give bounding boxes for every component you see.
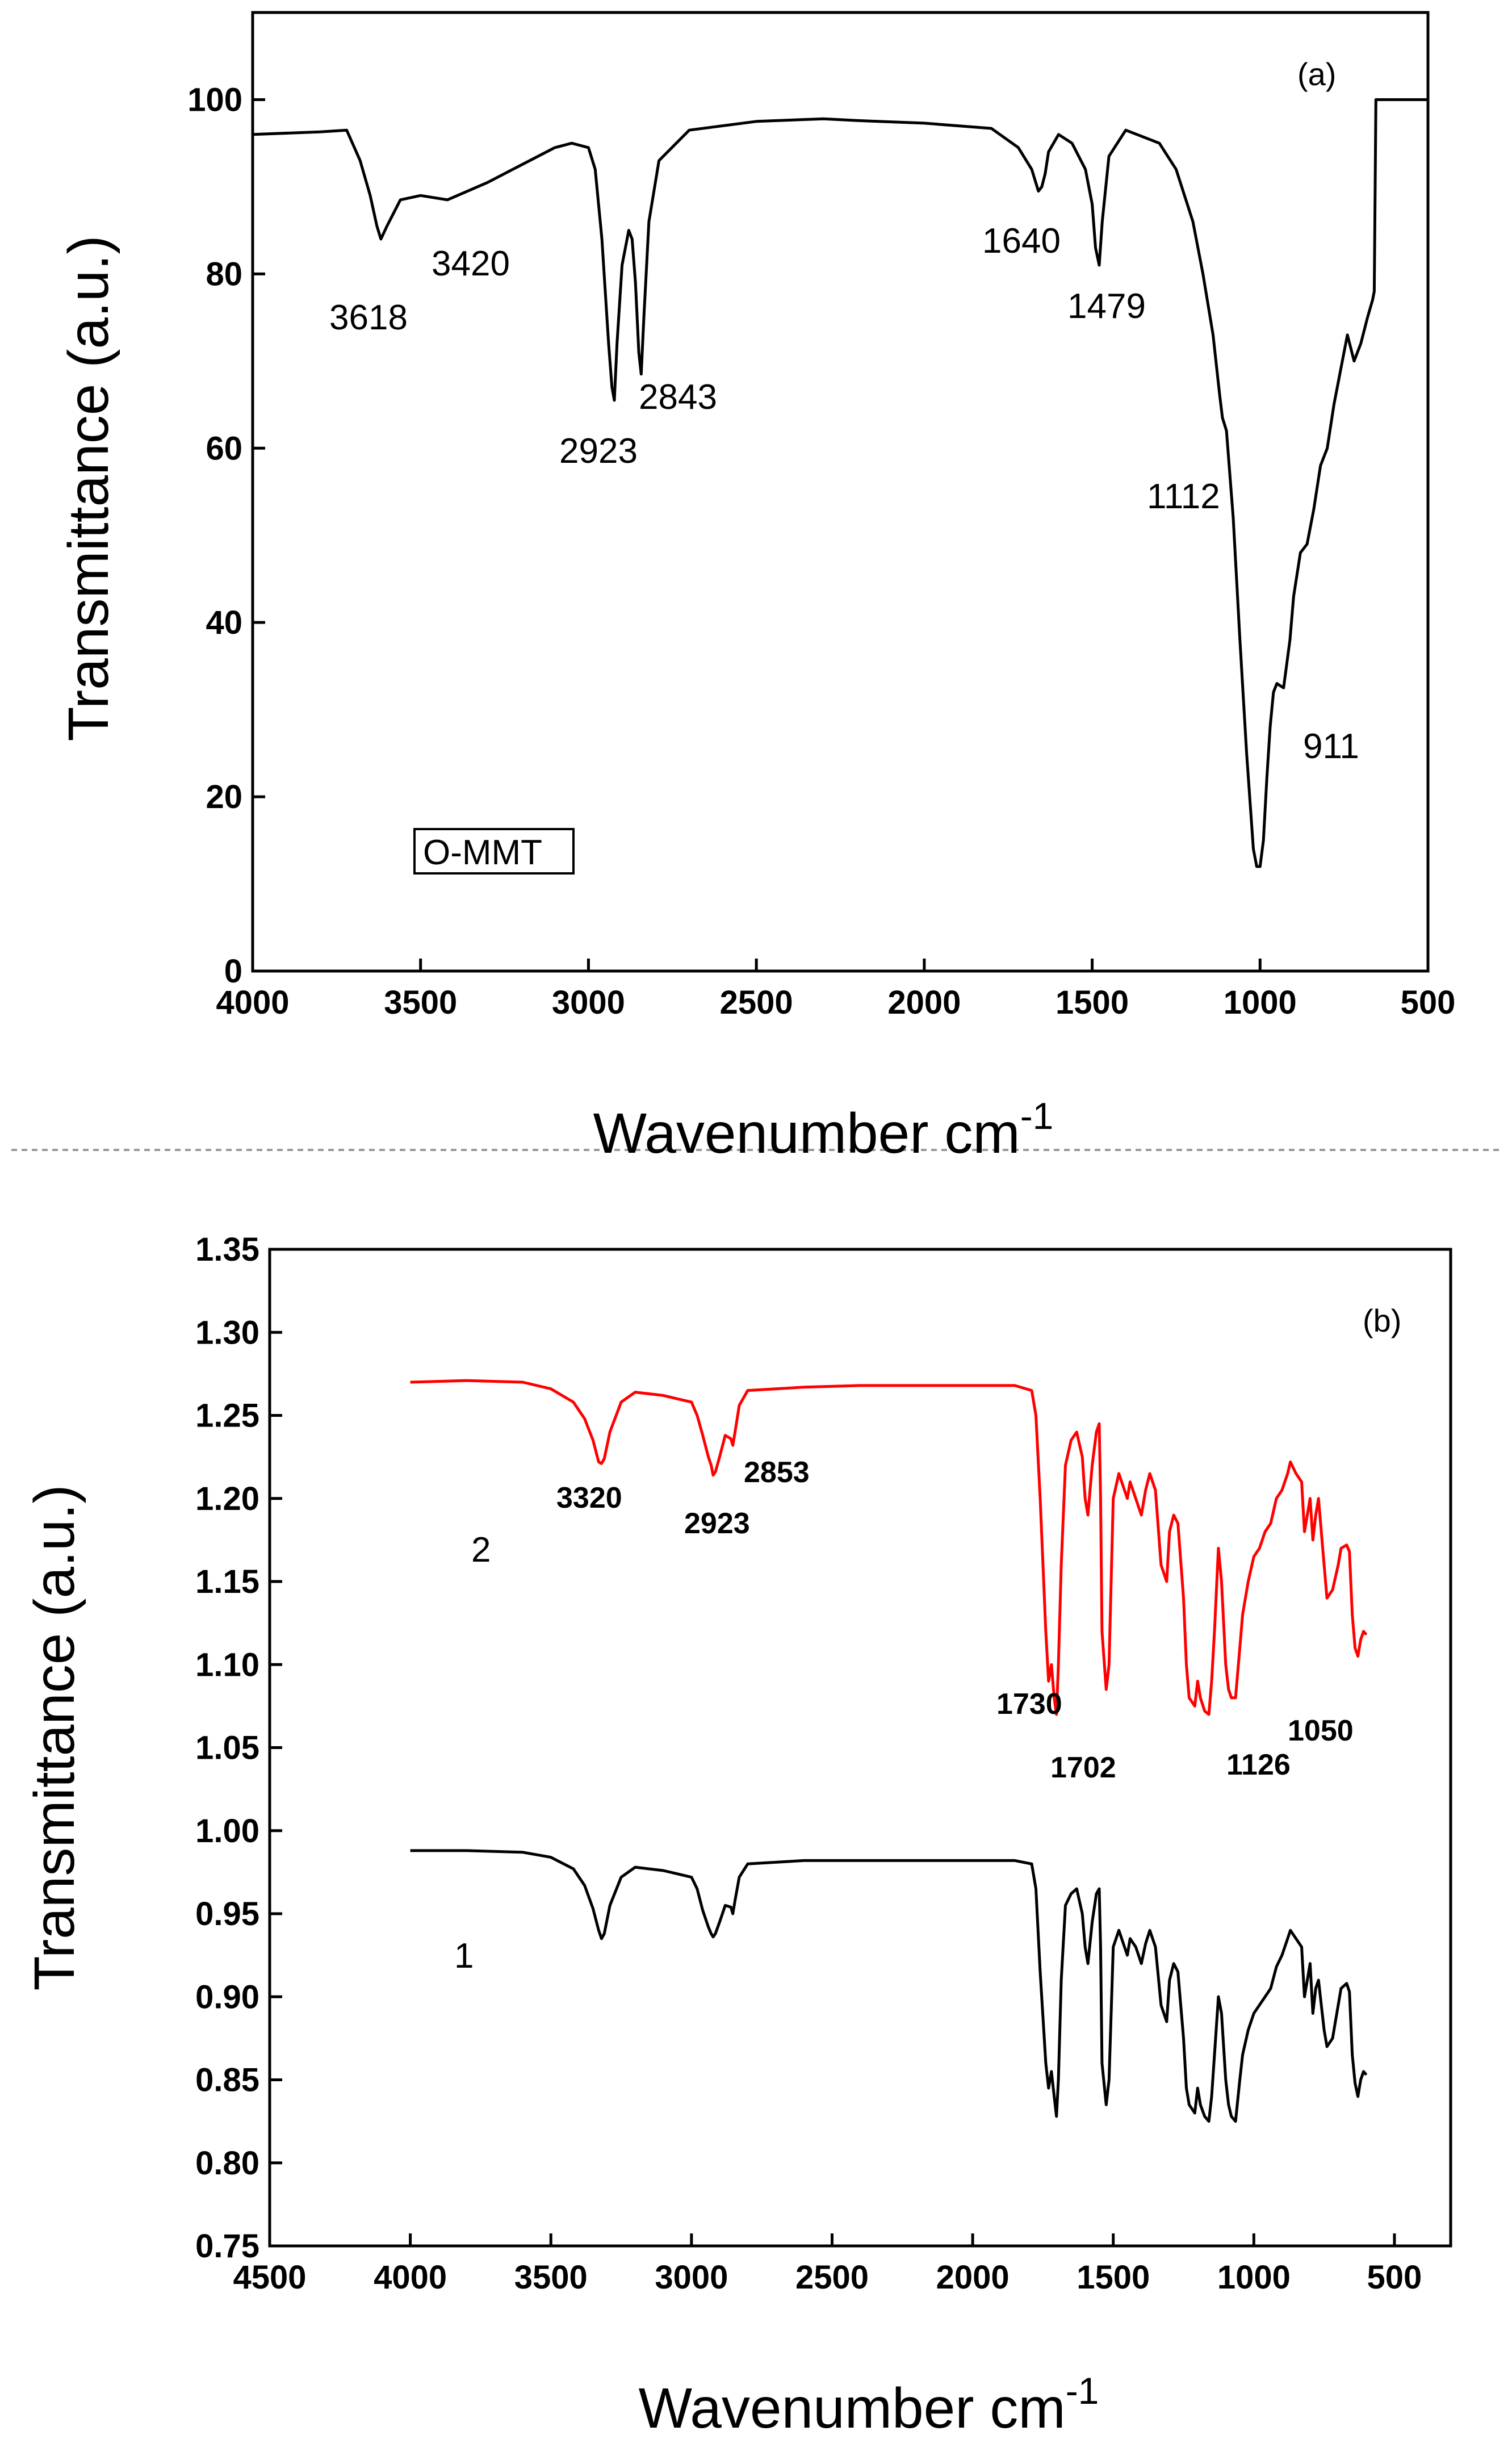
- peak-label-1479: 1479: [1067, 287, 1146, 326]
- b-x-tick-label-4500: 4500: [233, 2259, 306, 2296]
- b-x-tick-label-4000: 4000: [374, 2259, 447, 2296]
- panel-a-series: [252, 98, 1428, 868]
- a-y-tick-label-3: 60: [206, 430, 242, 467]
- b-y-tick-label-1: 0.80: [195, 2145, 259, 2182]
- peak-label-1640: 1640: [982, 221, 1061, 261]
- panel-b-chart: 4500 4000 3500 3000 2500 2000 1500 1000 500 0.75…: [23, 1231, 1452, 2440]
- sample-label-2: 2: [471, 1530, 491, 1570]
- b-y-tick-label-8: 1.15: [195, 1563, 259, 1600]
- peak-label-b-1126: 1126: [1226, 1748, 1291, 1781]
- panel-a-x-axis-title: Wavenumber cm-1: [593, 1095, 1054, 1165]
- a-y-tick-label-4: 80: [206, 256, 242, 292]
- b-y-tick-label-7: 1.10: [195, 1646, 259, 1683]
- panel-b-series: [410, 1379, 1368, 2123]
- b-x-tick-label-1500: 1500: [1077, 2259, 1150, 2296]
- b-y-tick-label-0: 0.75: [195, 2228, 259, 2265]
- panel-b-axes: [268, 1248, 1396, 2248]
- b-y-tick-label-4: 0.95: [195, 1896, 259, 1932]
- b-x-tick-label-1000: 1000: [1217, 2259, 1291, 2296]
- a-x-tick-label-4000: 4000: [216, 984, 289, 1021]
- a-y-tick-label-2: 40: [206, 604, 242, 641]
- panel-a-plot-frame: [251, 11, 1430, 973]
- b-x-tick-label-500: 500: [1367, 2259, 1422, 2296]
- legend-label-o-mmt: O-MMT: [423, 833, 542, 872]
- a-x-tick-label-3000: 3000: [552, 984, 625, 1021]
- peak-label-b-3320: 3320: [556, 1482, 622, 1515]
- peak-label-2843: 2843: [639, 378, 717, 417]
- b-x-tick-label-3000: 3000: [655, 2259, 728, 2296]
- panel-a-y-axis-title: Transmittance (a.u.): [57, 235, 120, 741]
- b-y-tick-label-12: 1.35: [195, 1231, 259, 1268]
- b-y-tick-label-5: 1.00: [195, 1813, 259, 1850]
- a-y-tick-label-1: 20: [206, 779, 242, 815]
- panel-a-x-axis-title-main: Wavenumber cm: [593, 1102, 1020, 1165]
- b-y-tick-label-2: 0.85: [195, 2062, 259, 2099]
- a-y-tick-label-0: 0: [224, 953, 242, 990]
- panel-b-label: (b): [1363, 1303, 1401, 1338]
- panel-b-y-tick-labels: 0.75 0.80 0.85 0.90 0.95 1.00 1.05 1.10 1.15 1.20…: [195, 1231, 259, 2265]
- panel-a-label: (a): [1297, 56, 1336, 92]
- panel-a-axes: [251, 98, 1430, 973]
- a-x-tick-label-3500: 3500: [384, 984, 457, 1021]
- peak-label-b-2923: 2923: [684, 1507, 750, 1540]
- legend-box: [413, 828, 575, 875]
- peak-label-2923: 2923: [559, 432, 638, 471]
- panel-a-y-tick-labels: 0 20 40 60 80 100: [187, 81, 242, 990]
- b-y-tick-label-6: 1.05: [195, 1730, 259, 1767]
- b-y-tick-label-10: 1.25: [195, 1398, 259, 1434]
- panel-b-y-axis-title: Transmittance (a.u.): [23, 1484, 86, 1990]
- b-y-tick-label-3: 0.90: [195, 1978, 259, 2015]
- peak-label-1112: 1112: [1147, 477, 1220, 516]
- b-x-tick-label-2000: 2000: [936, 2259, 1010, 2296]
- b-series-line-2: [410, 1379, 1368, 1716]
- peak-label-911: 911: [1303, 727, 1359, 766]
- peak-label-3618: 3618: [329, 298, 408, 337]
- b-x-tick-label-2500: 2500: [795, 2259, 869, 2296]
- panel-b-x-axis-title-main: Wavenumber cm: [639, 2377, 1066, 2440]
- peak-label-b-1730: 1730: [996, 1688, 1062, 1721]
- peak-label-b-1050: 1050: [1288, 1714, 1354, 1747]
- a-x-tick-label-1000: 1000: [1224, 984, 1297, 1021]
- peak-label-3420: 3420: [432, 244, 510, 283]
- b-y-tick-label-11: 1.30: [195, 1314, 259, 1351]
- sample-label-1: 1: [454, 1936, 474, 1976]
- a-x-tick-label-500: 500: [1401, 984, 1456, 1021]
- peak-label-b-2853: 2853: [744, 1456, 810, 1489]
- panel-b-x-tick-labels: 4500 4000 3500 3000 2500 2000 1500 1000 500: [233, 2259, 1422, 2296]
- a-series-line-o-mmt: [252, 98, 1428, 868]
- panel-b-x-axis-title: Wavenumber cm-1: [639, 2370, 1099, 2440]
- panel-a-x-tick-labels: 4000 3500 3000 2500 2000 1500 1000 500: [216, 984, 1455, 1021]
- b-series-line-1: [410, 1849, 1368, 2123]
- peak-label-b-1702: 1702: [1050, 1751, 1116, 1784]
- a-x-tick-label-2000: 2000: [887, 984, 961, 1021]
- a-x-tick-label-2500: 2500: [720, 984, 793, 1021]
- b-y-tick-label-9: 1.20: [195, 1480, 259, 1517]
- panel-a-chart: 4000 3500 3000 2500 2000 1500 1000 500 0 20 40 60 8…: [57, 11, 1455, 1165]
- a-x-tick-label-1500: 1500: [1056, 984, 1129, 1021]
- panel-b-plot-frame: [268, 1248, 1452, 2248]
- panel-a-x-axis-title-sup: -1: [1020, 1095, 1054, 1137]
- panel-b-x-axis-title-sup: -1: [1066, 2370, 1099, 2412]
- a-y-tick-label-5: 100: [187, 81, 242, 118]
- b-x-tick-label-3500: 3500: [514, 2259, 588, 2296]
